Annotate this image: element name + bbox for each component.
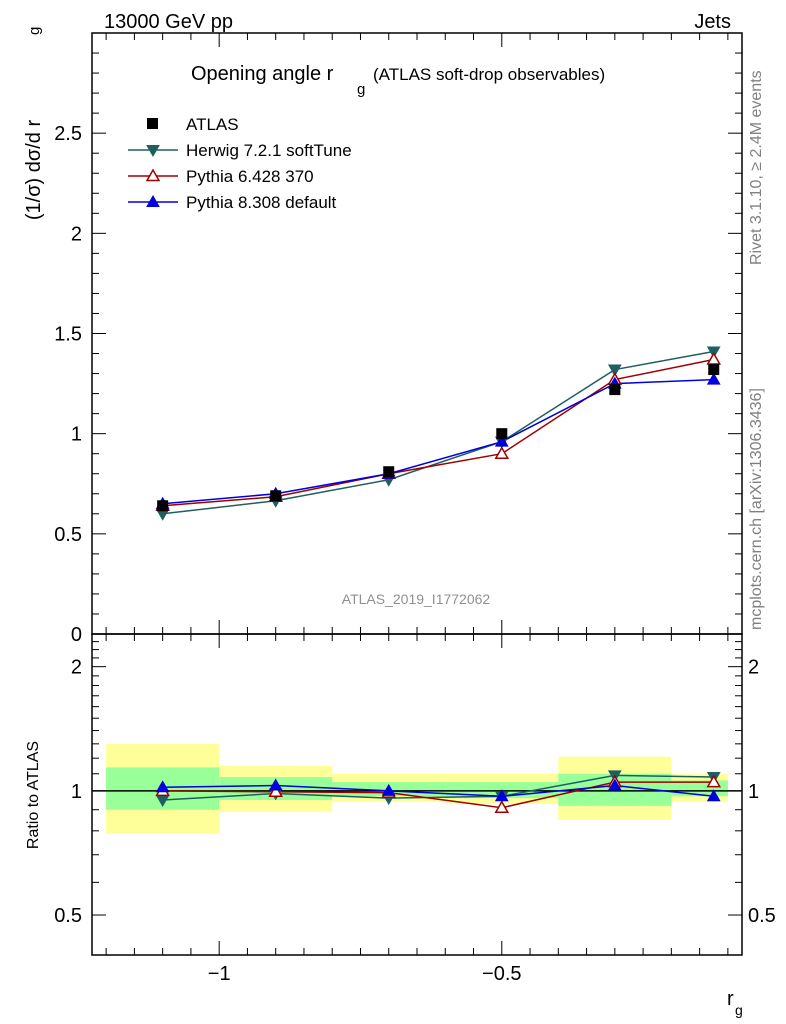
header-left: 13000 GeV pp <box>104 11 233 33</box>
ratio-y-tick-label-left-1: 1 <box>71 781 82 803</box>
atlas-data-point-5 <box>708 364 720 376</box>
ratio-ylabel: Ratio to ATLAS <box>25 741 42 849</box>
side-text-bottom: mcplots.cern.ch [arXiv:1306.3436] <box>748 388 765 630</box>
main-series-1-point-3 <box>494 446 510 459</box>
main-y-tick-label-3: 2 <box>71 223 82 245</box>
ratio-series-line-0 <box>162 774 714 801</box>
atlas-data-point-4 <box>609 384 621 396</box>
legend-label-0: Herwig 7.2.1 softTune <box>186 141 352 160</box>
main-series-line-0 <box>162 350 714 515</box>
legend-marker-2 <box>146 194 160 207</box>
main-title: Opening angle r g (ATLAS soft-drop obser… <box>191 63 605 98</box>
main-title-sub: g <box>357 81 365 98</box>
x-tick-label-1: −0.5 <box>482 963 521 985</box>
xlabel: r g <box>727 988 743 1018</box>
main-y-tick-label-2: 1.5 <box>54 324 82 346</box>
atlas-data-point-0 <box>157 500 169 512</box>
main-ylabel-sub: g <box>26 27 43 35</box>
ratio-y-tick-label-left-0: 0.5 <box>54 905 82 927</box>
main-y-tick-label-zero: 0 <box>71 624 82 646</box>
main-series-line-1 <box>162 358 714 507</box>
legend-label-1: Pythia 6.428 370 <box>186 167 314 186</box>
ratio-y-tick-label-right-0: 0.5 <box>748 905 776 927</box>
ratio-series-1-point-5 <box>706 774 722 788</box>
main-y-tick-label-1: 1 <box>71 424 82 446</box>
main-panel: 0.5 1 1.5 2 2.5 0 <box>54 32 743 646</box>
ratio-series-2-point-2 <box>381 783 396 796</box>
ratio-panel: −1 −0.5 0.5 0.5 1 1 2 2 <box>54 633 776 985</box>
main-series-2-point-3 <box>494 434 509 447</box>
ratio-series-1-point-1 <box>268 784 283 797</box>
ratio-y-tick-label-right-1: 1 <box>748 781 759 803</box>
x-tick-label-0: −1 <box>208 963 231 985</box>
main-y-tick-label-4: 2.5 <box>54 123 82 145</box>
ratio-series-line-1 <box>162 781 714 809</box>
ratio-series-line-2 <box>162 784 714 798</box>
analysis-watermark: ATLAS_2019_I1772062 <box>342 591 491 607</box>
ratio-series-2-point-5 <box>706 789 721 802</box>
atlas-data-point-3 <box>496 428 508 440</box>
xlabel-sub: g <box>735 1002 743 1018</box>
atlas-data-point-2 <box>383 466 395 478</box>
ratio-series-1-point-3 <box>494 800 510 813</box>
main-title-text: Opening angle r <box>191 63 334 85</box>
legend-atlas-marker <box>147 118 158 129</box>
legend-marker-1 <box>145 168 161 182</box>
ratio-series-2-point-0 <box>155 780 170 793</box>
legend-atlas-label: ATLAS <box>186 115 239 134</box>
ratio-series-2-point-3 <box>494 789 509 802</box>
legend-label-2: Pythia 8.308 default <box>186 193 337 212</box>
main-series-1-point-5 <box>706 352 722 365</box>
legend: ATLAS Herwig 7.2.1 softTune Pythia 6.428 3… <box>128 115 352 212</box>
main-series-2-point-5 <box>706 372 721 385</box>
ratio-y-tick-label-right-2: 2 <box>748 657 759 679</box>
legend-marker-0 <box>146 145 160 158</box>
side-text-top: Rivet 3.1.10, ≥ 2.4M events <box>748 70 765 265</box>
main-y-tick-label-0: 0.5 <box>54 524 82 546</box>
svg-text:Opening angle r: Opening angle r <box>191 63 334 85</box>
main-ylabel: (1/σ) dσ/d r g <box>23 27 45 220</box>
main-series-0-point-4 <box>607 364 622 377</box>
atlas-data-point-1 <box>270 490 282 502</box>
main-ylabel-text: (1/σ) dσ/d r <box>23 120 45 221</box>
xlabel-text: r <box>727 988 734 1010</box>
ratio-series-2-point-1 <box>268 778 283 791</box>
main-series-line-2 <box>162 378 714 505</box>
main-title-paren: (ATLAS soft-drop observables) <box>373 65 605 84</box>
ratio-y-tick-label-left-2: 2 <box>71 657 82 679</box>
header-right: Jets <box>694 11 731 33</box>
ratio-series-2-point-4 <box>607 778 622 791</box>
